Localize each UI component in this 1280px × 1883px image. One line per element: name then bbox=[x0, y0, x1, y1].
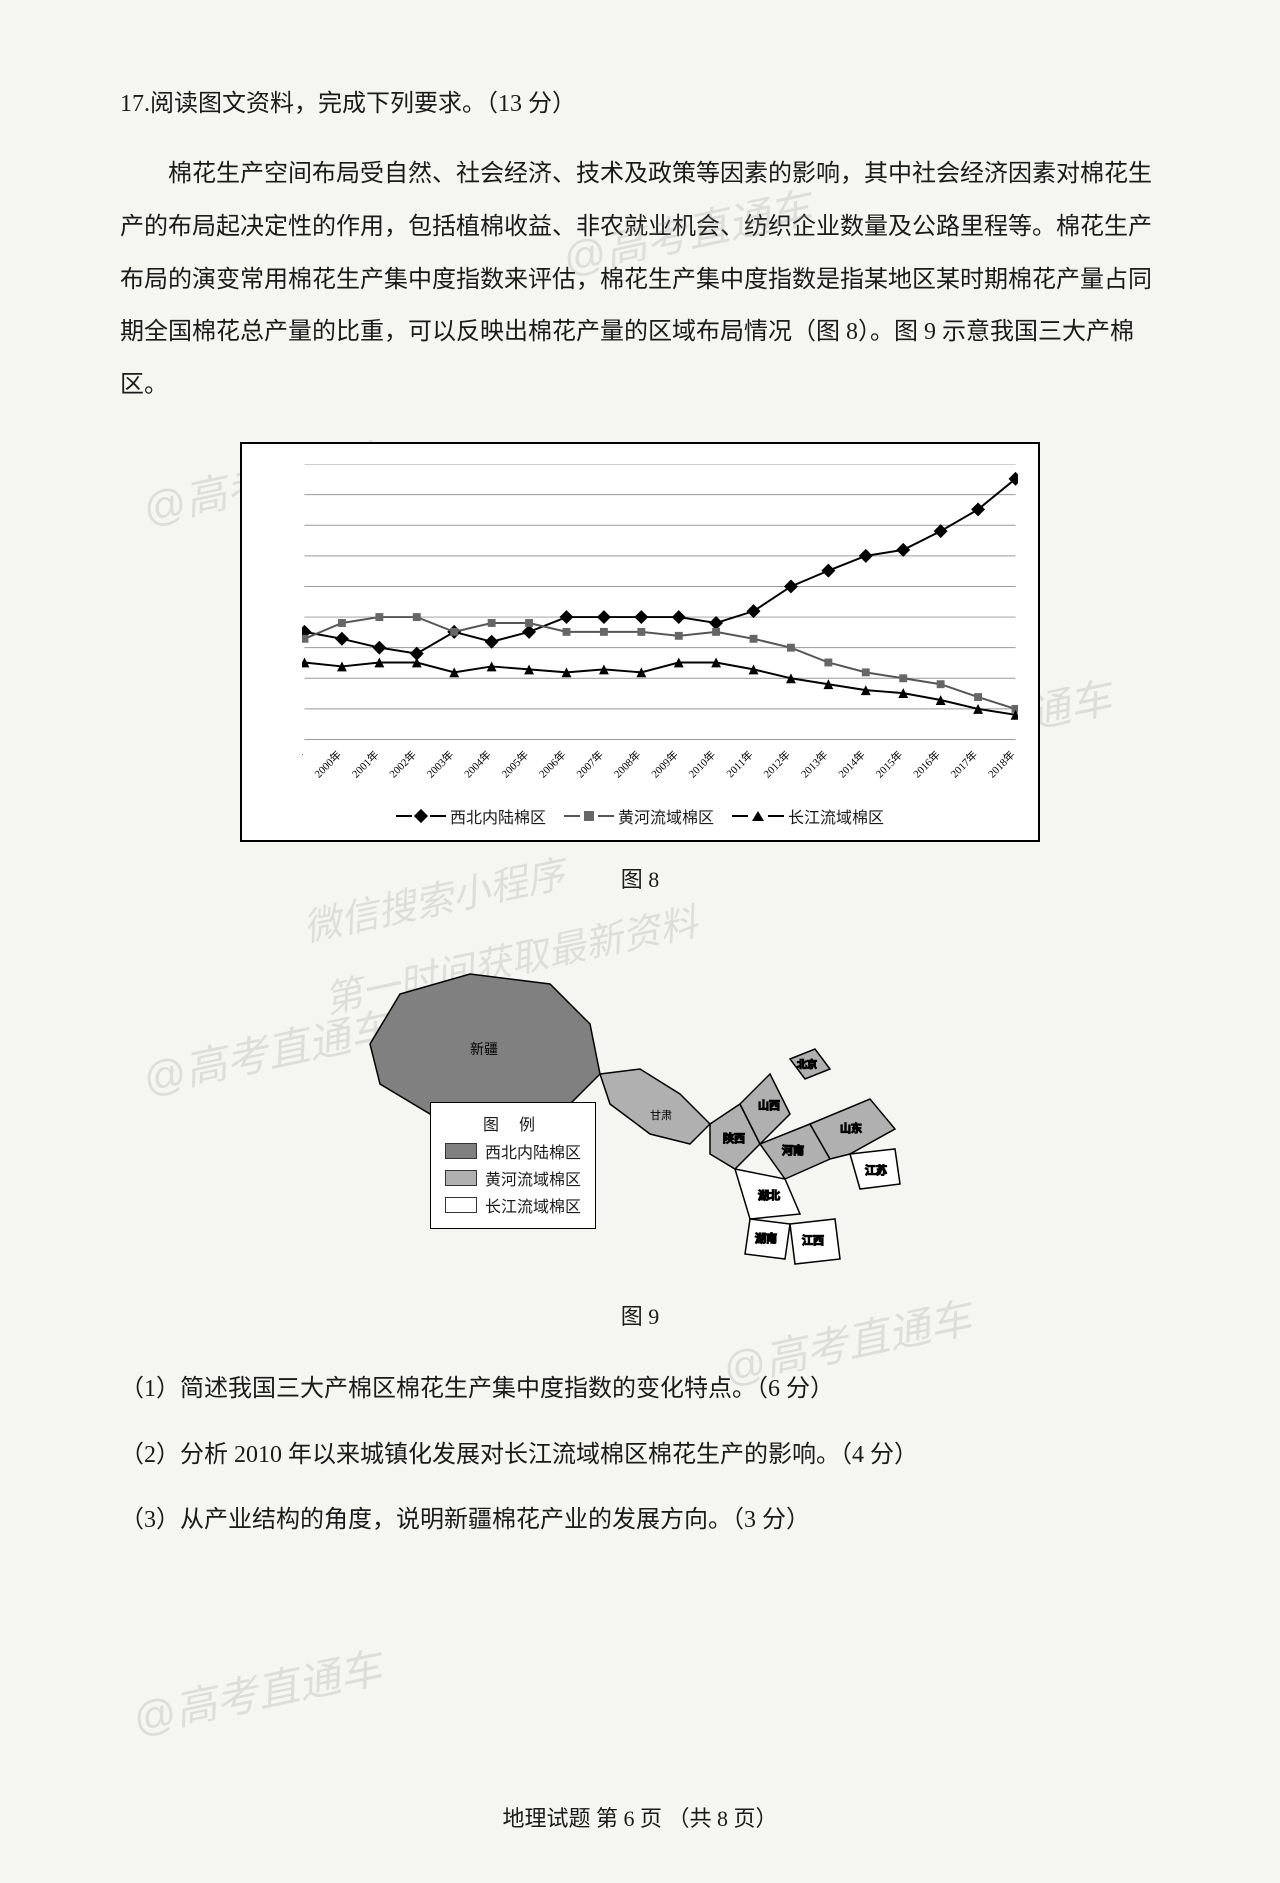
svg-text:2014年: 2014年 bbox=[835, 747, 868, 780]
label-beijing: 北京 bbox=[797, 1058, 817, 1071]
svg-text:2003年: 2003年 bbox=[423, 747, 456, 780]
svg-text:2002年: 2002年 bbox=[386, 747, 419, 780]
subquestion-3: （3）从产业结构的角度，说明新疆棉花产业的发展方向。（3 分） bbox=[120, 1492, 1160, 1550]
map-figure-9: 新疆 甘肃 陕西 山西 北京 河南 山东 江苏 湖北 湖南 江西 图 例 西北 bbox=[340, 924, 940, 1279]
legend-item-yangtze: 长江流域棉区 bbox=[732, 804, 884, 828]
svg-text:2000年: 2000年 bbox=[311, 747, 344, 780]
label-shanxi: 山西 bbox=[758, 1099, 780, 1112]
label-hunan: 湖南 bbox=[755, 1232, 777, 1245]
question-paragraph: 棉花生产空间布局受自然、社会经济、技术及政策等因素的影响，其中社会经济因素对棉花… bbox=[120, 148, 1160, 412]
label-xinjiang: 新疆 bbox=[470, 1042, 498, 1058]
x-axis-labels: 1999年 2000年 2001年 2002年 2003年 2004年 2005… bbox=[302, 747, 1018, 780]
svg-text:2004年: 2004年 bbox=[461, 747, 494, 780]
legend-row-northwest: 西北内陆棉区 bbox=[445, 1139, 581, 1163]
svg-text:2013年: 2013年 bbox=[798, 747, 831, 780]
line-chart-svg: 0.00 0.10 0.20 0.30 0.40 0.50 0.60 0.70 … bbox=[302, 464, 1018, 780]
label-henan: 河南 bbox=[782, 1144, 804, 1157]
svg-text:2012年: 2012年 bbox=[760, 747, 793, 780]
question-number: 17. bbox=[120, 91, 150, 117]
legend-row-yangtze: 长江流域棉区 bbox=[445, 1193, 581, 1217]
svg-text:2015年: 2015年 bbox=[872, 747, 905, 780]
svg-text:2001年: 2001年 bbox=[349, 747, 382, 780]
svg-text:2007年: 2007年 bbox=[573, 747, 606, 780]
legend-item-yellow-river: 黄河流域棉区 bbox=[564, 804, 714, 828]
label-jiangsu: 江苏 bbox=[865, 1164, 887, 1177]
legend-item-northwest: 西北内陆棉区 bbox=[396, 804, 546, 828]
label-shaanxi: 陕西 bbox=[723, 1131, 745, 1145]
series-northwest bbox=[305, 479, 1016, 654]
subquestion-2: （2）分析 2010 年以来城镇化发展对长江流域棉区棉花生产的影响。（4 分） bbox=[120, 1427, 1160, 1485]
svg-text:2017年: 2017年 bbox=[947, 747, 980, 780]
page-footer: 地理试题 第 6 页 （共 8 页） bbox=[0, 1801, 1280, 1833]
svg-text:2016年: 2016年 bbox=[910, 747, 943, 780]
svg-text:2008年: 2008年 bbox=[611, 747, 644, 780]
series-yangtze bbox=[305, 662, 1016, 714]
map-legend: 图 例 西北内陆棉区 黄河流域棉区 长江流域棉区 bbox=[430, 1102, 596, 1229]
label-shandong: 山东 bbox=[840, 1122, 862, 1135]
subquestion-1: （1）简述我国三大产棉区棉花生产集中度指数的变化特点。（6 分） bbox=[120, 1361, 1160, 1419]
legend-row-yellow: 黄河流域棉区 bbox=[445, 1166, 581, 1190]
question-title: 阅读图文资料，完成下列要求。（13 分） bbox=[150, 91, 576, 117]
question-header: 17.阅读图文资料，完成下列要求。（13 分） bbox=[120, 80, 1160, 128]
chart-grid bbox=[305, 464, 1016, 740]
label-hubei: 湖北 bbox=[758, 1189, 780, 1202]
svg-text:2011年: 2011年 bbox=[723, 747, 756, 780]
map9-caption: 图 9 bbox=[120, 1299, 1160, 1331]
chart8-caption: 图 8 bbox=[120, 862, 1160, 894]
svg-text:1999年: 1999年 bbox=[302, 747, 307, 780]
svg-text:2006年: 2006年 bbox=[536, 747, 569, 780]
svg-text:2009年: 2009年 bbox=[648, 747, 681, 780]
chart-figure-8: 0.00 0.10 0.20 0.30 0.40 0.50 0.60 0.70 … bbox=[240, 442, 1040, 842]
svg-text:2018年: 2018年 bbox=[985, 747, 1018, 780]
svg-text:2010年: 2010年 bbox=[685, 747, 718, 780]
label-gansu: 甘肃 bbox=[650, 1109, 672, 1122]
chart-legend: 西北内陆棉区 黄河流域棉区 长江流域棉区 bbox=[396, 804, 884, 828]
region-gansu bbox=[600, 1069, 710, 1144]
markers-northwest bbox=[302, 472, 1018, 661]
map-legend-title: 图 例 bbox=[445, 1111, 581, 1135]
svg-text:2005年: 2005年 bbox=[498, 747, 531, 780]
watermark: @高考直通车 bbox=[126, 1634, 386, 1746]
label-jiangxi: 江西 bbox=[802, 1234, 824, 1247]
